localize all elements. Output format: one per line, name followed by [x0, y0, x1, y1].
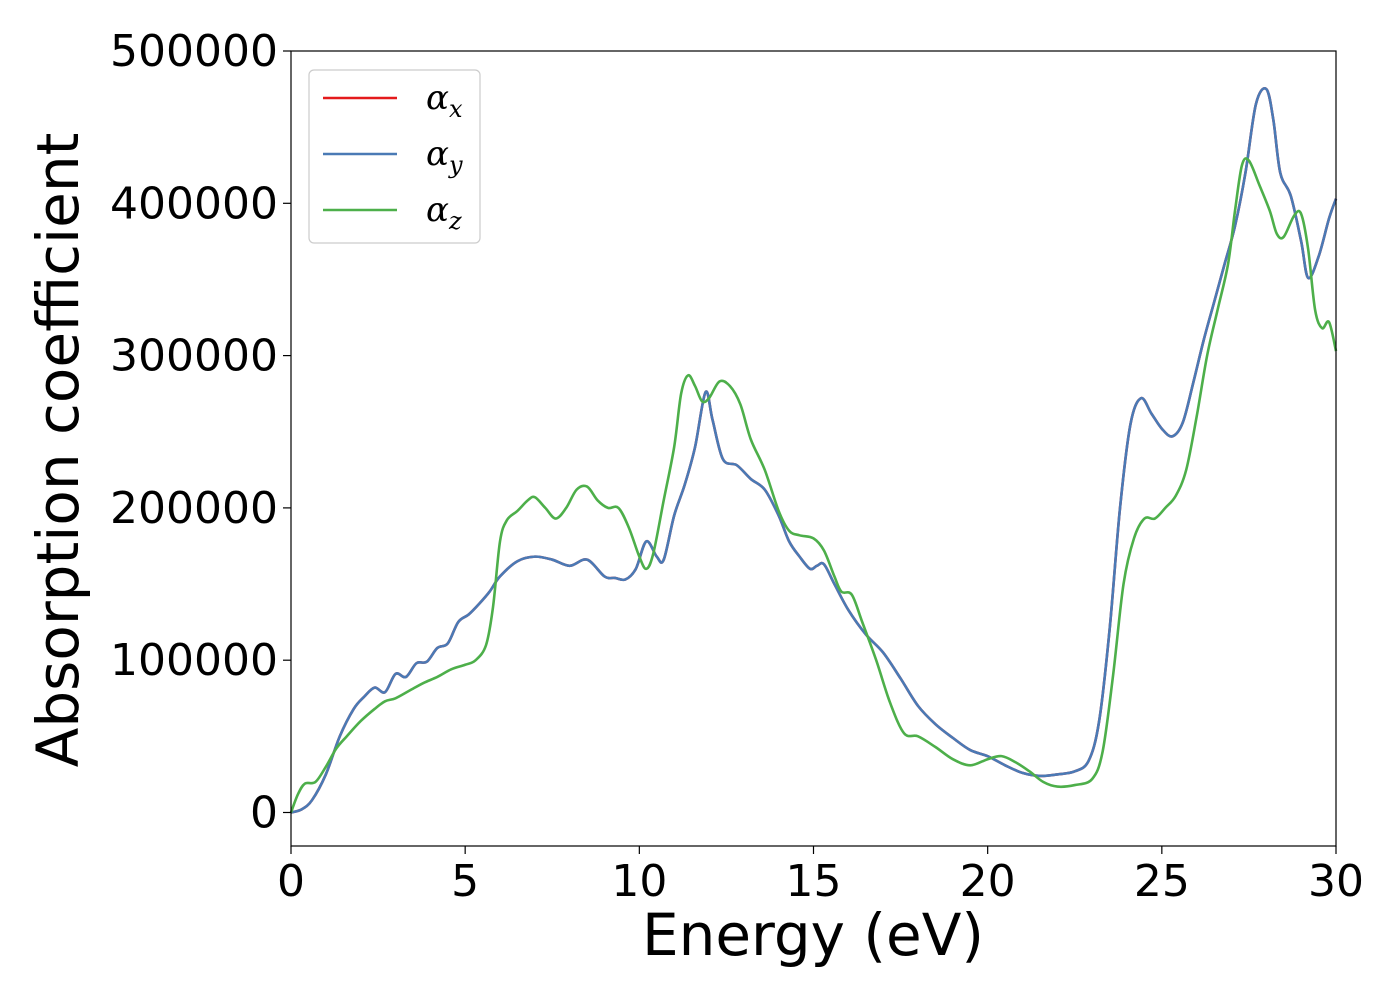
series-line-y [290, 87, 1338, 814]
x-tick-label: 0 [277, 856, 305, 907]
x-tick-label: 10 [611, 856, 667, 907]
legend-subscript: y [448, 151, 463, 179]
legend-label-y: αy [426, 134, 463, 179]
y-axis: 0 100000 200000 300000 400000 500000 [110, 26, 291, 838]
y-tick-label: 100000 [110, 635, 278, 686]
x-tick-label: 25 [1134, 856, 1190, 907]
legend-frame [308, 69, 481, 244]
y-axis-label: Absorption coefficient [24, 133, 92, 768]
legend-label-z: αz [426, 190, 462, 235]
x-tick-label: 20 [960, 856, 1016, 907]
x-axis-label: Energy (eV) [642, 901, 984, 969]
y-tick-label: 400000 [110, 178, 278, 229]
legend-symbol: α [426, 134, 449, 174]
series-layer [289, 87, 1338, 814]
x-axis: 0 5 10 15 20 25 30 [277, 846, 1364, 907]
series-line-z [289, 157, 1338, 813]
y-tick-label: 300000 [110, 331, 278, 382]
legend-symbol: α [426, 190, 449, 230]
legend-subscript: z [448, 207, 462, 235]
y-tick-label: 0 [250, 787, 278, 838]
y-tick-label: 500000 [110, 26, 278, 77]
x-tick-label: 15 [786, 856, 842, 907]
legend-subscript: x [449, 95, 463, 123]
x-tick-label: 30 [1308, 856, 1364, 907]
legend-label-x: αx [426, 78, 463, 123]
y-tick-label: 200000 [110, 483, 278, 534]
legend-symbol: α [426, 78, 449, 118]
x-tick-label: 5 [451, 856, 479, 907]
